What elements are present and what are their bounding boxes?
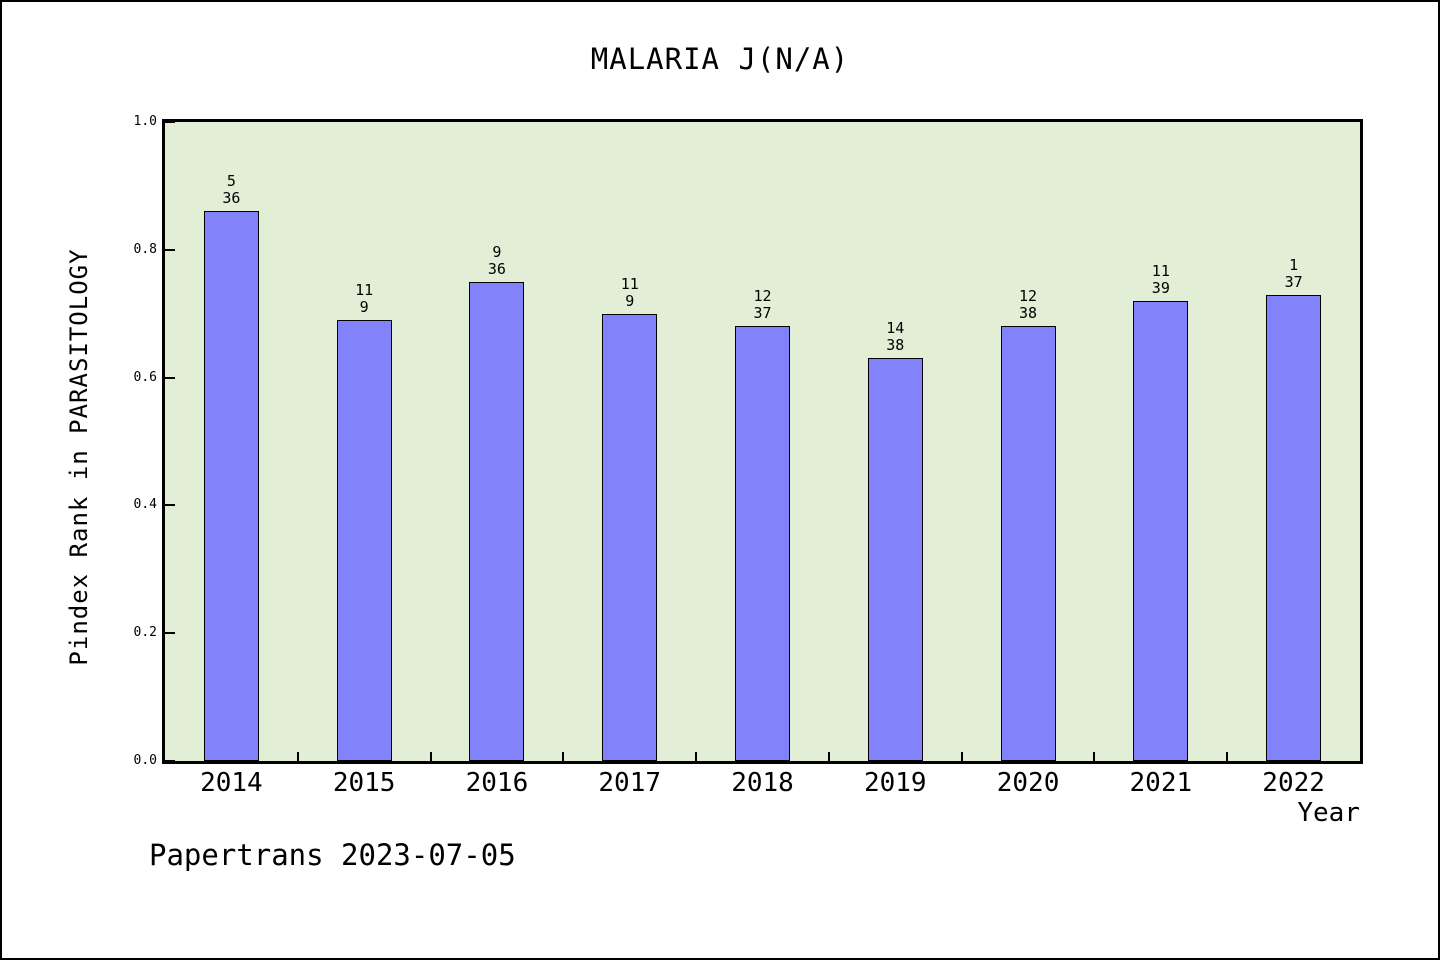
x-tick-label-2021: 2021 bbox=[1129, 768, 1193, 798]
bar-annotation-2014: 5 36 bbox=[181, 173, 281, 207]
bar-annotation-numerator: 12 bbox=[753, 287, 772, 306]
x-tick-label-2020: 2020 bbox=[996, 768, 1060, 798]
bar-annotation-numerator: 11 bbox=[355, 281, 374, 300]
bar-annotation-numerator: 1 bbox=[1289, 255, 1299, 274]
bar-annotation-numerator: 14 bbox=[886, 319, 905, 338]
plot-area: 0.0 0.2 0.4 0.6 0.8 1.0 5 36 2014 11 9 2015 9 36 2016 1… bbox=[134, 114, 1363, 797]
x-tick-mark bbox=[1093, 752, 1096, 761]
bar-2016 bbox=[469, 281, 525, 761]
bar-2018 bbox=[735, 326, 790, 761]
y-tick-label: 0.6 bbox=[133, 369, 157, 385]
y-axis-title: Pindex Rank in PARASITOLOGY bbox=[65, 248, 93, 666]
x-tick-mark bbox=[429, 752, 432, 761]
x-tick-mark bbox=[960, 752, 963, 761]
y-tick-mark bbox=[165, 632, 175, 635]
bar-annotation-2016: 9 36 bbox=[447, 242, 547, 278]
bar-annotation-2015: 11 9 bbox=[314, 282, 414, 316]
x-tick-label-2017: 2017 bbox=[598, 768, 662, 798]
bar-annotation-2019: 14 38 bbox=[845, 320, 945, 354]
x-tick-label-2016: 2016 bbox=[465, 768, 529, 798]
bar-annotation-2020: 12 38 bbox=[978, 288, 1078, 322]
y-tick-mark bbox=[165, 504, 175, 507]
bar-annotation-denominator: 36 bbox=[222, 189, 241, 208]
y-tick-label: 1.0 bbox=[133, 114, 157, 129]
bar-annotation-numerator: 12 bbox=[1019, 287, 1038, 306]
bar-2020 bbox=[1000, 326, 1056, 761]
x-tick-mark bbox=[1226, 752, 1229, 761]
x-tick-mark bbox=[827, 752, 830, 761]
x-tick-mark bbox=[296, 752, 299, 761]
y-tick-label: 0.4 bbox=[133, 497, 157, 513]
bar-annotation-2018: 12 37 bbox=[713, 288, 813, 322]
bar-annotation-2021: 11 39 bbox=[1111, 261, 1211, 297]
y-tick-label: 0.0 bbox=[133, 753, 157, 768]
bar-annotation-numerator: 5 bbox=[226, 172, 236, 191]
bar-2015 bbox=[336, 320, 392, 761]
bar-annotation-denominator: 9 bbox=[359, 298, 369, 317]
bar-2019 bbox=[867, 358, 923, 761]
bar-annotation-numerator: 11 bbox=[1151, 261, 1170, 280]
bar-annotation-numerator: 11 bbox=[620, 274, 639, 293]
bar-2021 bbox=[1133, 300, 1189, 761]
y-tick-mark bbox=[165, 121, 175, 123]
bar-2017 bbox=[602, 313, 658, 761]
y-tick-mark bbox=[165, 760, 175, 762]
x-tick-label-2014: 2014 bbox=[200, 768, 263, 798]
x-tick-label-2015: 2015 bbox=[332, 768, 396, 798]
bar-annotation-denominator: 38 bbox=[1019, 304, 1038, 323]
chart-title: MALARIA J(N/A) bbox=[590, 42, 850, 76]
x-tick-label-2018: 2018 bbox=[731, 768, 794, 798]
bar-annotation-2017: 11 9 bbox=[580, 274, 680, 310]
y-tick-mark bbox=[165, 248, 175, 251]
y-tick-label: 0.2 bbox=[133, 625, 157, 641]
bar-annotation-numerator: 9 bbox=[492, 242, 502, 261]
bar-annotation-denominator: 39 bbox=[1151, 278, 1170, 297]
bar-annotation-denominator: 38 bbox=[886, 336, 905, 355]
bar-annotation-denominator: 37 bbox=[753, 304, 772, 323]
y-tick-mark bbox=[165, 376, 175, 379]
x-tick-label-2019: 2019 bbox=[863, 768, 927, 798]
x-axis-title: Year bbox=[1297, 798, 1360, 828]
bar-annotation-denominator: 9 bbox=[625, 291, 635, 310]
x-tick-label-2022: 2022 bbox=[1262, 768, 1325, 798]
watermark-text: Papertrans 2023-07-05 bbox=[149, 838, 516, 872]
y-tick-label: 0.8 bbox=[133, 241, 157, 257]
bar-annotation-denominator: 36 bbox=[487, 259, 506, 278]
bar-annotation-2022: 1 37 bbox=[1244, 255, 1344, 291]
bar-2022 bbox=[1266, 294, 1322, 761]
bar-annotation-denominator: 37 bbox=[1284, 272, 1303, 291]
bar-2014 bbox=[203, 211, 259, 761]
x-tick-mark bbox=[695, 752, 698, 761]
x-tick-mark bbox=[562, 752, 565, 761]
